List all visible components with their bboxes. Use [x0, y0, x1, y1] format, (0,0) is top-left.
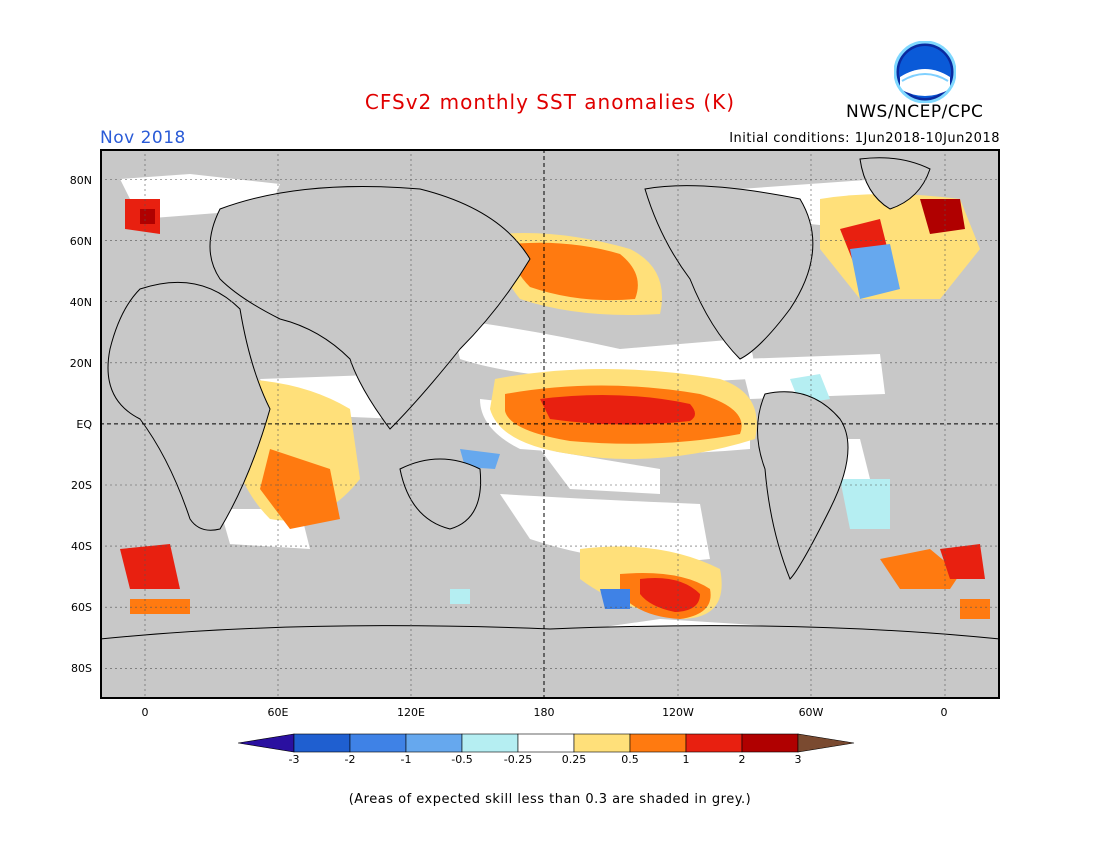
- lat-label: 60N: [69, 235, 92, 248]
- colorbar-swatch: [741, 733, 799, 753]
- colorbar-swatch: [629, 733, 687, 753]
- initial-conditions: Initial conditions: 1Jun2018-10Jun2018: [729, 131, 1000, 146]
- colorbar-swatch: [349, 733, 407, 753]
- colorbar-swatch: [797, 733, 855, 753]
- lat-label: 60S: [71, 601, 92, 614]
- lon-label: 120E: [397, 706, 425, 719]
- lat-label: EQ: [76, 418, 92, 431]
- warm-anomaly-areas: [120, 194, 990, 619]
- noaa-logo: [894, 41, 956, 103]
- colorbar-label: 3: [794, 753, 802, 766]
- colorbar-swatch: [405, 733, 463, 753]
- lat-label: 20S: [71, 479, 92, 492]
- colorbar-label: -0.25: [503, 753, 533, 766]
- sst-anomaly-map: [100, 149, 1000, 699]
- lon-label: 0: [141, 706, 149, 719]
- colorbar-label: 0.5: [621, 753, 639, 766]
- lat-label: 80N: [69, 174, 92, 187]
- colorbar-swatch: [293, 733, 351, 753]
- map-grid: [100, 149, 1000, 699]
- lat-label: 80S: [71, 662, 92, 675]
- chart-title: CFSv2 monthly SST anomalies (K): [364, 90, 736, 114]
- coastlines: [100, 157, 1000, 699]
- map-frame: [100, 149, 1000, 699]
- colorbar-label: -3: [288, 753, 300, 766]
- lat-label: 40N: [69, 296, 92, 309]
- lon-label: 0: [940, 706, 948, 719]
- org-label: NWS/NCEP/CPC: [846, 102, 984, 122]
- colorbar-label: 2: [738, 753, 746, 766]
- colorbar-swatch: [238, 733, 295, 753]
- lon-label: 60W: [798, 706, 824, 719]
- colorbar-swatch: [461, 733, 519, 753]
- lon-label: 120W: [662, 706, 694, 719]
- footnote: (Areas of expected skill less than 0.3 a…: [348, 792, 752, 807]
- colorbar-label: -0.5: [451, 753, 473, 766]
- lon-label: 180: [533, 706, 555, 719]
- colorbar-swatch: [685, 733, 743, 753]
- lon-label: 60E: [267, 706, 289, 719]
- colorbar-swatch: [517, 733, 575, 753]
- colorbar: [238, 733, 855, 753]
- colorbar-label: 0.25: [561, 753, 587, 766]
- forecast-month: Nov 2018: [100, 128, 186, 148]
- colorbar-label: -2: [344, 753, 356, 766]
- colorbar-label: -1: [400, 753, 412, 766]
- colorbar-swatch: [573, 733, 631, 753]
- lat-label: 20N: [69, 357, 92, 370]
- lat-label: 40S: [71, 540, 92, 553]
- colorbar-label: 1: [682, 753, 690, 766]
